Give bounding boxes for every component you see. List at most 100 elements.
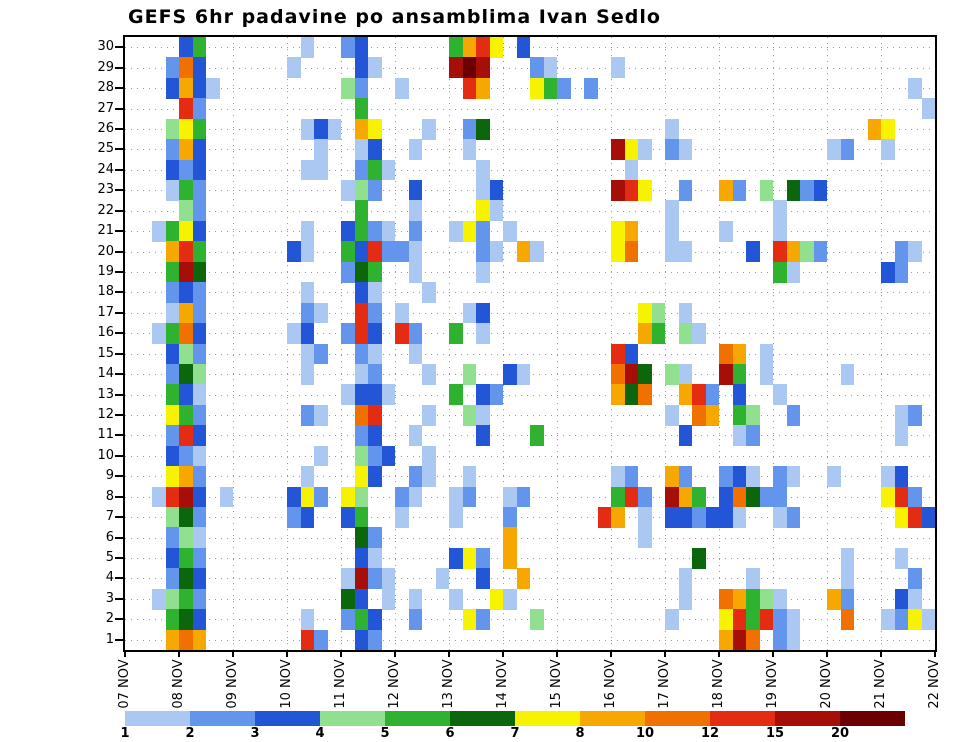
heatmap-cell <box>165 220 180 242</box>
heatmap-cell <box>503 506 517 528</box>
heatmap-cell <box>192 425 207 447</box>
heatmap-cell <box>354 527 369 549</box>
heatmap-cell <box>435 568 450 590</box>
heatmap-cell <box>300 118 315 140</box>
heatmap-cell <box>611 343 625 365</box>
heatmap-cell <box>314 139 328 160</box>
heatmap-cell <box>179 159 193 181</box>
colorbar-segment <box>190 711 255 726</box>
heatmap-cell <box>354 588 369 610</box>
heatmap-cell <box>165 180 180 201</box>
heatmap-cell <box>462 486 477 508</box>
heatmap-cell <box>476 200 490 222</box>
heatmap-cell <box>408 609 423 630</box>
heatmap-cell <box>462 77 477 99</box>
heatmap-cell <box>476 261 490 283</box>
y-tick-mark <box>115 495 123 498</box>
heatmap-cell <box>678 568 693 590</box>
heatmap-cell <box>705 506 720 528</box>
heatmap-cell <box>719 363 733 385</box>
heatmap-cell <box>300 241 315 263</box>
heatmap-cell <box>165 261 180 283</box>
heatmap-cell <box>408 139 423 160</box>
heatmap-cell <box>381 241 396 263</box>
heatmap-cell <box>786 180 801 201</box>
grid-line-horizontal <box>125 517 935 519</box>
heatmap-cell <box>611 57 625 79</box>
heatmap-cell <box>840 568 855 590</box>
heatmap-cell <box>840 609 855 630</box>
heatmap-cell <box>881 466 895 487</box>
heatmap-cell <box>665 486 679 508</box>
heatmap-cell <box>341 588 355 610</box>
heatmap-cell <box>354 180 369 201</box>
heatmap-cell <box>368 384 382 406</box>
heatmap-cell <box>152 588 166 610</box>
heatmap-cell <box>881 139 895 160</box>
heatmap-cell <box>179 261 193 283</box>
heatmap-cell <box>665 466 679 487</box>
heatmap-cell <box>179 118 193 140</box>
heatmap-cell <box>921 609 936 630</box>
heatmap-cell <box>179 282 193 304</box>
heatmap-cell <box>165 302 180 324</box>
heatmap-cell <box>462 609 477 630</box>
y-tick-mark <box>115 536 123 539</box>
heatmap-cell <box>732 506 747 528</box>
heatmap-cell <box>354 384 369 406</box>
heatmap-cell <box>152 486 166 508</box>
heatmap-cell <box>395 77 409 99</box>
heatmap-cell <box>368 220 382 242</box>
heatmap-cell <box>773 588 787 610</box>
y-tick-mark <box>115 66 123 69</box>
heatmap-cell <box>759 486 774 508</box>
heatmap-cell <box>192 118 207 140</box>
heatmap-cell <box>354 343 369 365</box>
y-tick-mark <box>115 87 123 90</box>
heatmap-cell <box>165 57 180 79</box>
heatmap-cell <box>354 568 369 590</box>
heatmap-cell <box>719 486 733 508</box>
heatmap-cell <box>665 139 679 160</box>
colorbar-segment <box>515 711 580 726</box>
heatmap-cell <box>354 363 369 385</box>
x-tick-label: 12 NOV <box>387 659 402 709</box>
heatmap-cell <box>894 404 909 426</box>
heatmap-cell <box>165 466 180 487</box>
heatmap-cell <box>692 486 706 508</box>
heatmap-cell <box>165 506 180 528</box>
heatmap-cell <box>354 98 369 120</box>
heatmap-cell <box>678 241 693 263</box>
heatmap-cell <box>354 445 369 467</box>
grid-line-horizontal <box>125 210 935 212</box>
x-tick-label: 11 NOV <box>333 659 348 709</box>
heatmap-cell <box>192 77 207 99</box>
heatmap-cell <box>462 139 477 160</box>
heatmap-cell <box>894 466 909 487</box>
heatmap-cell <box>354 302 369 324</box>
heatmap-cell <box>192 506 207 528</box>
heatmap-cell <box>381 220 396 242</box>
y-tick-label: 6 <box>105 529 114 545</box>
heatmap-cell <box>449 588 463 610</box>
x-tick-mark <box>664 650 666 657</box>
heatmap-cell <box>408 588 423 610</box>
heatmap-cell <box>624 220 639 242</box>
heatmap-cell <box>908 588 922 610</box>
y-tick-mark <box>115 189 123 192</box>
heatmap-cell <box>732 343 747 365</box>
heatmap-cell <box>179 200 193 222</box>
heatmap-cell <box>813 241 828 263</box>
heatmap-cell <box>678 323 693 344</box>
heatmap-cell <box>165 323 180 344</box>
y-tick-mark <box>115 618 123 621</box>
heatmap-cell <box>354 506 369 528</box>
heatmap-cell <box>179 506 193 528</box>
heatmap-cell <box>165 588 180 610</box>
y-tick-label: 22 <box>97 202 114 218</box>
heatmap-cell <box>165 527 180 549</box>
heatmap-cell <box>489 241 504 263</box>
heatmap-cell <box>165 118 180 140</box>
heatmap-cell <box>314 629 328 651</box>
grid-line-horizontal <box>125 598 935 600</box>
